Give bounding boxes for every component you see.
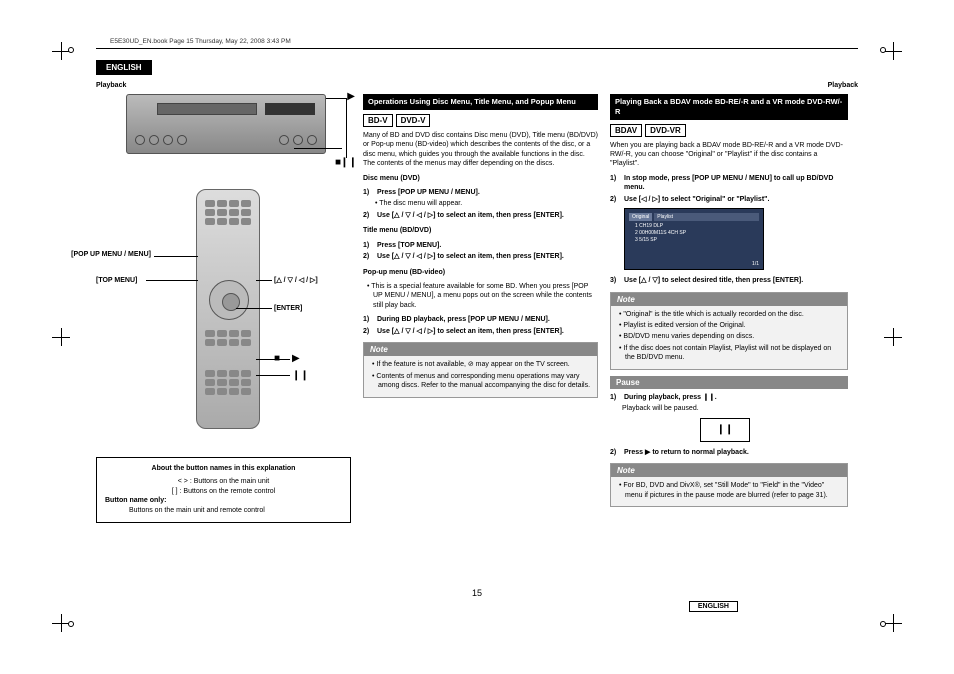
col-operations: Operations Using Disc Menu, Title Menu, …	[363, 94, 598, 523]
pause-icon: ❙❙	[340, 158, 357, 168]
play-icon: ▶	[347, 92, 355, 102]
col-bdav: Playing Back a BDAV mode BD-RE/-R and a …	[610, 94, 848, 523]
play-icon2: ▶	[292, 354, 300, 364]
pause-icon2: ❙❙	[292, 371, 309, 381]
doc-path: E5E30UD_EN.book Page 15 Thursday, May 22…	[110, 38, 291, 45]
section-l: Playback	[96, 82, 126, 89]
note-box-1: Note • If the feature is not available, …	[363, 342, 598, 397]
col-illustrations: ▶ ■ ❙❙ [POP UP MENU / MENU] [TOP MENU] […	[96, 94, 351, 523]
hdr-bdav: Playing Back a BDAV mode BD-RE/-R and a …	[610, 94, 848, 120]
note-box-2: Note • "Original" is the title which is …	[610, 292, 848, 370]
hdr-pause: Pause	[610, 376, 848, 389]
label-topmenu: [TOP MENU]	[96, 277, 137, 285]
note-box-3: Note • For BD, DVD and DivX®, set "Still…	[610, 463, 848, 507]
label-popup: [POP UP MENU / MENU]	[71, 251, 151, 259]
footer-lang: ENGLISH	[689, 601, 738, 612]
player-unit	[126, 94, 326, 154]
badge-bdav: BDAV	[610, 124, 642, 137]
badge-dvdvr: DVD-VR	[645, 124, 686, 137]
page-number: 15	[472, 588, 482, 598]
badge-dvdv: DVD-V	[396, 114, 431, 127]
hdr-ops: Operations Using Disc Menu, Title Menu, …	[363, 94, 598, 110]
menu-screenshot: OriginalPlaylist 1 CH19 DLP2 00H00M11S 4…	[624, 208, 764, 270]
label-enter: [ENTER]	[274, 305, 302, 313]
pause-indicator: ❙❙	[700, 418, 750, 442]
label-arrows: [△ / ▽ / ◁ / ▷]	[274, 277, 318, 285]
header-rule	[96, 48, 858, 49]
lang-tab: ENGLISH	[96, 60, 152, 75]
about-box: About the button names in this explanati…	[96, 457, 351, 523]
remote-control	[196, 189, 260, 429]
badge-bdv: BD-V	[363, 114, 393, 127]
section-r: Playback	[828, 82, 858, 89]
